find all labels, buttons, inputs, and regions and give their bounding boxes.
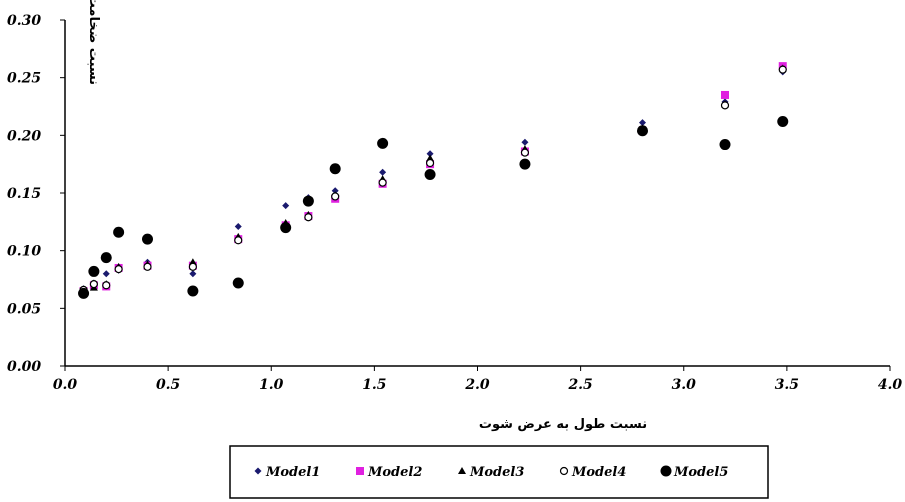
model2-legend-marker: [356, 467, 364, 475]
legend-label: Model1: [265, 465, 320, 480]
model4-point: [234, 236, 243, 245]
legend-items: Model1 Model2 Model3 Model4 Model5: [254, 465, 728, 480]
x-tick-label: 0.0: [53, 377, 78, 393]
y-ticks: 0.00 0.05 0.10 0.15 0.20 0.25 0.30: [7, 13, 65, 375]
model4-point: [102, 281, 111, 290]
data-points: [78, 62, 789, 299]
x-ticks: 0.0 0.5 1.0 1.5 2.0 2.5 3.0 3.5 4.0: [53, 366, 903, 393]
model4-point: [520, 148, 530, 157]
legend-label: Model4: [571, 465, 626, 480]
model1-point: [234, 222, 242, 230]
legend-item-model5: Model5: [660, 465, 728, 480]
y-tick-label: 0.10: [7, 244, 41, 260]
model5-point: [113, 226, 125, 238]
model4-point: [425, 158, 435, 168]
model5-point: [88, 265, 100, 277]
model5-legend-marker: [660, 465, 672, 477]
model1-point: [426, 150, 434, 158]
model4-point: [720, 101, 730, 110]
model5-point: [329, 163, 341, 175]
model5-point: [142, 233, 153, 245]
legend-item-model2: Model2: [356, 465, 422, 480]
model5-point: [280, 222, 292, 234]
y-tick-label: 0.00: [7, 359, 41, 375]
model1-point: [189, 270, 197, 278]
model5-point: [100, 252, 112, 264]
x-tick-label: 1.0: [259, 377, 284, 393]
model5-point: [519, 158, 531, 170]
model4-point: [114, 265, 123, 274]
series-model5: [78, 115, 789, 299]
model5-point: [187, 285, 199, 297]
x-tick-label: 1.5: [362, 377, 386, 393]
model1-legend-marker: [254, 467, 262, 475]
model5-point: [302, 195, 314, 207]
x-tick-label: 3.0: [672, 377, 697, 393]
x-tick-label: 0.5: [156, 377, 180, 393]
y-tick-label: 0.30: [7, 13, 41, 29]
legend-label: Model3: [469, 465, 524, 480]
series-model3: [79, 64, 787, 296]
series-model1: [80, 68, 787, 293]
y-tick-label: 0.15: [7, 186, 41, 202]
model4-point: [378, 178, 387, 187]
model1-point: [102, 270, 110, 278]
model4-point: [143, 262, 152, 271]
model4-point: [188, 262, 197, 271]
legend-box: [229, 445, 769, 499]
model1-point: [282, 202, 290, 210]
model1-point: [521, 138, 529, 146]
x-axis-title: نسبت طول به عرض شوت: [479, 417, 647, 432]
legend-label: Model2: [367, 465, 422, 480]
model1-point: [331, 187, 339, 195]
plot-area: 0.0 0.5 1.0 1.5 2.0 2.5 3.0 3.5 4.0 0.00 0.05 0.10…: [7, 13, 902, 393]
model5-point: [232, 277, 244, 289]
model5-point: [424, 169, 436, 181]
model4-point: [89, 280, 98, 289]
y-tick-label: 0.20: [7, 128, 41, 144]
series-model4: [79, 65, 787, 294]
model1-point: [639, 119, 646, 127]
legend-item-model3: Model3: [458, 465, 524, 480]
model5-point: [637, 125, 648, 137]
x-tick-label: 2.0: [464, 377, 490, 393]
x-tick-label: 2.5: [567, 377, 592, 393]
y-tick-label: 0.05: [7, 301, 41, 317]
legend-label: Model5: [673, 465, 728, 480]
y-axis-title: نسبت ضخامت لایه مرزی به عمق: [86, 0, 101, 85]
model5-point: [377, 137, 389, 149]
model4-point: [304, 213, 313, 222]
legend: Model1 Model2 Model3 Model4 Model5: [229, 445, 769, 499]
model5-point: [719, 139, 731, 151]
model2-point: [721, 90, 729, 99]
x-tick-label: 3.5: [775, 377, 799, 393]
model3-legend-marker: [458, 467, 466, 474]
legend-item-model4: Model4: [559, 465, 626, 480]
legend-item-model1: Model1: [254, 465, 320, 480]
model4-legend-marker: [559, 466, 569, 476]
model1-point: [379, 168, 387, 176]
model4-point: [331, 192, 340, 201]
model5-point: [78, 287, 90, 299]
x-tick-label: 4.0: [878, 377, 903, 393]
model4-point: [778, 65, 787, 74]
model5-point: [777, 115, 789, 127]
y-tick-label: 0.25: [7, 71, 41, 87]
